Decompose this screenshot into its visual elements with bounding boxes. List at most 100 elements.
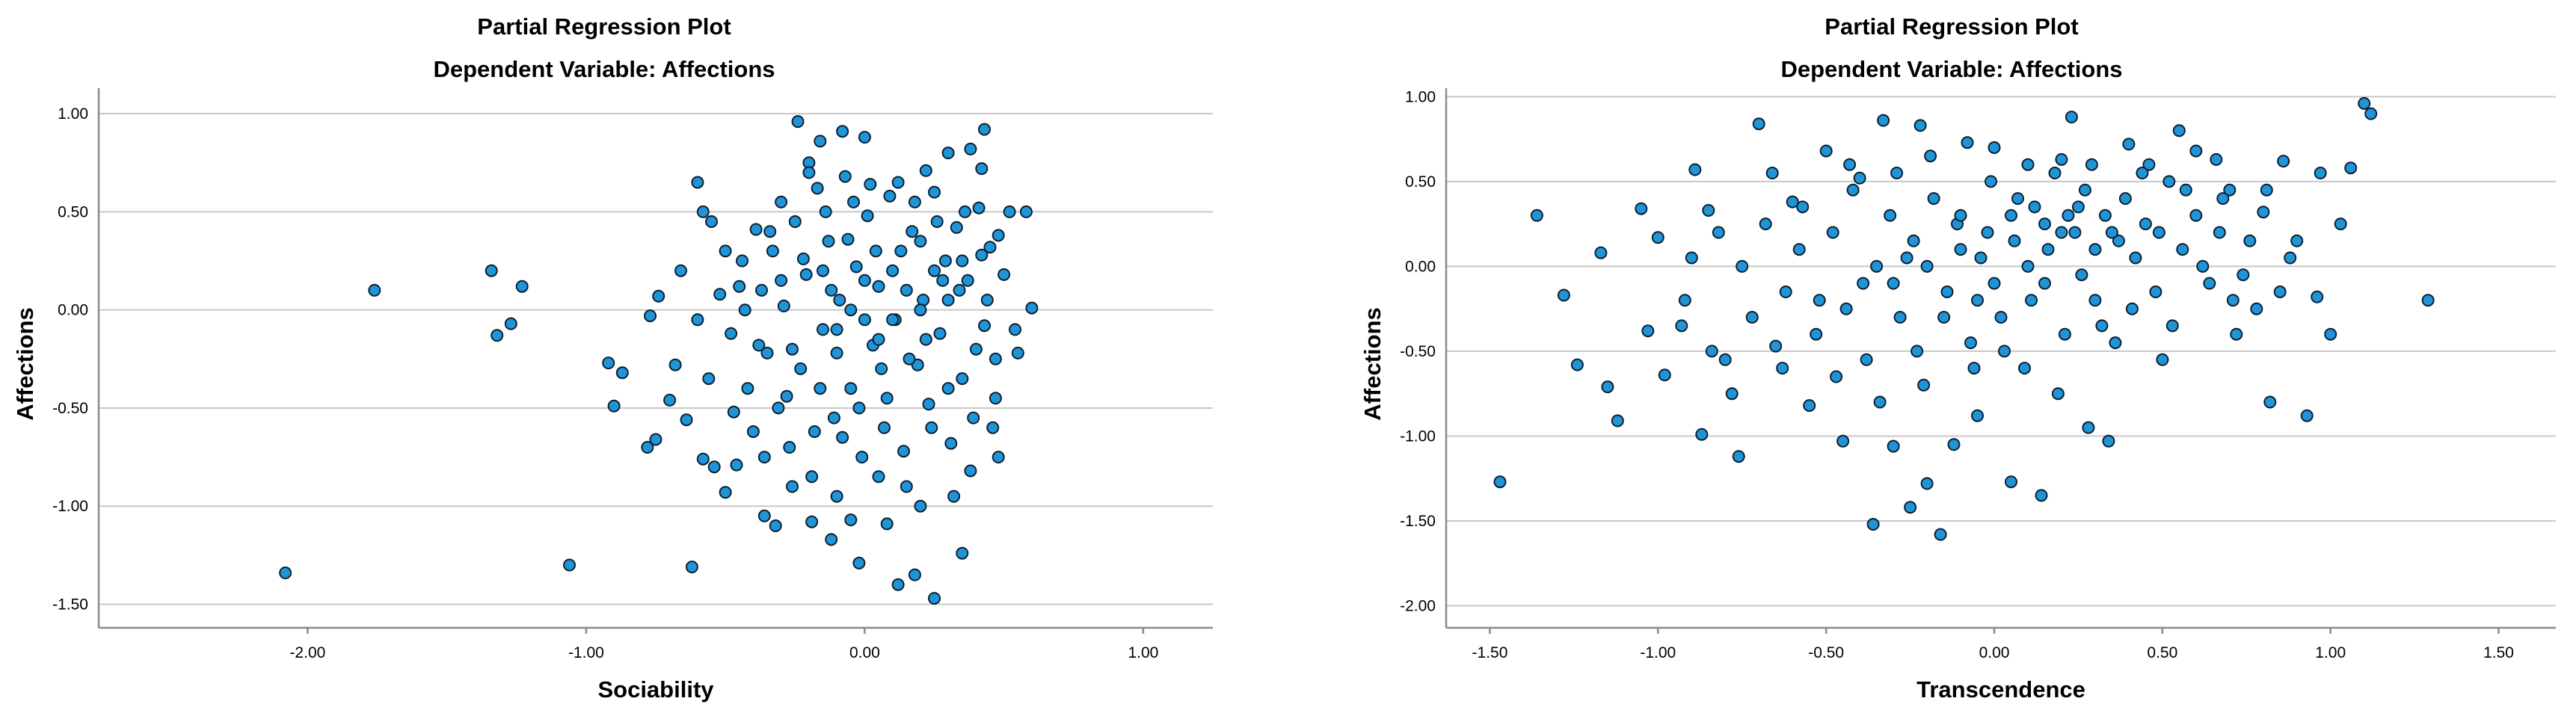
data-point [2223, 183, 2237, 197]
data-point [1712, 226, 1725, 239]
y-tick-label: 0.00 [58, 302, 88, 319]
data-point [852, 556, 866, 570]
data-point [749, 223, 763, 236]
data-point [969, 342, 983, 356]
data-point [2055, 152, 2068, 166]
y-tick-label: -0.50 [52, 400, 88, 417]
data-point [763, 225, 777, 238]
data-point [989, 392, 1002, 405]
data-point [738, 303, 751, 317]
data-point [1688, 163, 1702, 176]
data-point [841, 232, 855, 246]
y-tick-label: -1.50 [52, 596, 88, 613]
data-point [2139, 217, 2152, 231]
data-point [1884, 209, 1897, 222]
data-point [1967, 362, 1981, 375]
data-point [928, 592, 941, 605]
data-point [644, 309, 657, 323]
data-point [757, 451, 771, 464]
data-point [827, 411, 840, 425]
data-point [1981, 226, 1994, 239]
data-points [279, 115, 1039, 605]
data-point [2230, 327, 2243, 341]
data-point [2334, 217, 2347, 231]
data-point [713, 288, 727, 301]
data-point [791, 115, 805, 129]
data-point [980, 294, 994, 306]
data-point [805, 470, 819, 484]
x-tick-label: 1.00 [1128, 644, 1158, 661]
data-point [941, 382, 955, 395]
x-tick-label: 1.50 [2483, 644, 2514, 661]
data-point [786, 342, 799, 356]
data-point [872, 470, 885, 484]
data-point [1870, 259, 1884, 273]
data-point [1964, 336, 1977, 350]
data-point [1994, 311, 2008, 324]
data-point [1873, 395, 1887, 409]
data-point [1900, 251, 1913, 265]
data-point [1658, 368, 1671, 382]
data-point [1695, 428, 1709, 441]
data-point [941, 146, 955, 160]
data-point [938, 254, 952, 268]
data-point [833, 294, 846, 306]
data-point [1011, 346, 1024, 359]
data-point [819, 205, 832, 218]
data-point [2118, 192, 2132, 206]
data-point [641, 441, 654, 454]
x-tick-labels: -1.50 -1.00 -0.50 0.00 0.50 1.00 1.50 [1472, 644, 2514, 661]
data-point [2260, 183, 2273, 197]
data-point [663, 393, 677, 407]
data-point [1843, 158, 1857, 171]
data-point [830, 490, 843, 503]
chart-subtitle: Dependent Variable: Affections [1780, 56, 2122, 82]
data-point [2008, 234, 2021, 247]
data-point [880, 517, 894, 531]
data-point [1907, 234, 1920, 247]
data-point [2213, 226, 2226, 239]
x-tick-label: -1.50 [1472, 644, 1508, 661]
data-point [936, 274, 950, 287]
data-point [914, 235, 927, 248]
data-point [2176, 243, 2189, 256]
data-point [2055, 226, 2068, 239]
x-tick-label: 0.50 [2147, 644, 2177, 661]
data-point [903, 352, 916, 365]
data-point [2290, 234, 2304, 247]
data-point [615, 366, 629, 380]
data-point [1601, 380, 1614, 394]
data-point [941, 294, 955, 306]
data-point [1792, 243, 1806, 256]
data-point [2136, 167, 2149, 179]
data-point [914, 303, 927, 317]
data-point [919, 164, 932, 177]
data-point [1971, 294, 1984, 307]
data-point [1685, 251, 1698, 265]
data-point [805, 515, 819, 528]
data-point [1493, 475, 1507, 489]
chart-title: Partial Regression Plot [1825, 13, 2078, 40]
x-tick-label: -0.50 [1808, 644, 1844, 661]
data-point [1765, 167, 1779, 179]
data-point [1796, 200, 1810, 214]
data-point [1904, 501, 1917, 514]
data-point [2165, 319, 2179, 333]
data-point [2028, 200, 2041, 214]
data-point [772, 401, 785, 415]
data-point [1893, 311, 1907, 324]
data-point [1890, 167, 1904, 179]
data-point [811, 182, 824, 195]
data-point [992, 229, 1005, 242]
data-point [836, 430, 849, 444]
y-tick-label: -2.00 [1400, 597, 1436, 614]
y-axis-label: Affections [1359, 307, 1386, 421]
data-point [897, 445, 910, 458]
data-point [786, 480, 799, 493]
data-point [760, 346, 774, 359]
data-point [989, 352, 1002, 365]
data-point [1594, 246, 1608, 259]
data-point [997, 268, 1011, 281]
x-tick-label: 0.00 [849, 644, 880, 661]
data-point [727, 405, 740, 419]
